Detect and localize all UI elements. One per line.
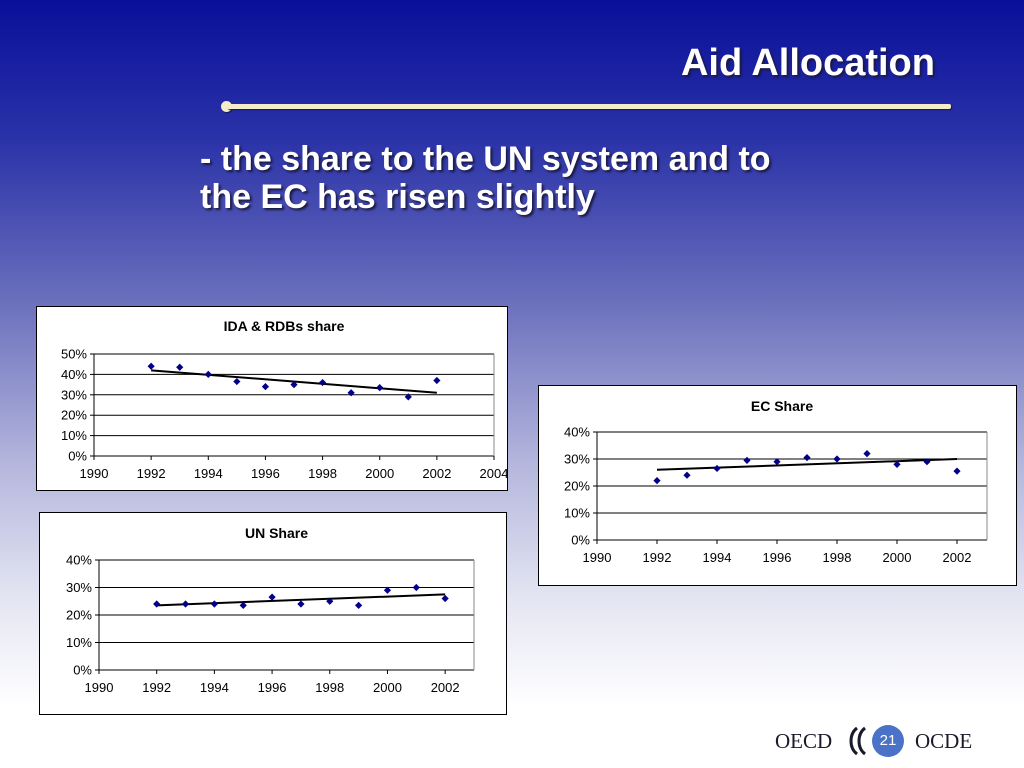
x-tick-label: 1998: [308, 466, 337, 481]
data-point: [355, 601, 363, 609]
data-point: [210, 600, 218, 608]
data-point: [863, 450, 871, 458]
y-tick-label: 0%: [571, 533, 590, 548]
x-tick-label: 1992: [643, 550, 672, 565]
logo-right-text: OCDE: [915, 729, 973, 753]
y-tick-label: 50%: [61, 347, 87, 362]
data-point: [347, 389, 355, 397]
x-tick-label: 2004: [480, 466, 507, 481]
data-point: [153, 600, 161, 608]
data-point: [953, 467, 961, 475]
x-tick-label: 2000: [365, 466, 394, 481]
ec-share-plot: EC Share 0% 10% 20% 30% 40% 1990 1992 1994 1996 19…: [564, 398, 988, 565]
y-tick-label: 40%: [564, 425, 590, 440]
y-tick-label: 40%: [61, 367, 87, 382]
y-tick-label: 30%: [66, 580, 92, 595]
data-point: [803, 454, 811, 462]
x-tick-label: 1992: [137, 466, 166, 481]
data-point: [433, 376, 441, 385]
chart-title: UN Share: [245, 525, 308, 541]
y-tick-label: 0%: [68, 449, 87, 464]
data-point: [297, 600, 305, 608]
logo-left-text: OECD: [775, 729, 833, 753]
title-rule: [227, 104, 951, 109]
data-point: [441, 594, 449, 603]
y-tick-label: 10%: [66, 635, 92, 650]
data-point: [653, 477, 661, 485]
chart-title: IDA & RDBs share: [224, 318, 345, 334]
data-point: [833, 455, 841, 463]
x-tick-label: 1996: [258, 680, 287, 695]
y-tick-label: 20%: [564, 479, 590, 494]
x-tick-label: 1996: [763, 550, 792, 565]
un-share-chart: UN Share 0% 10% 20% 30% 40% 1990 1992 1994 1996 19…: [39, 512, 507, 715]
data-point: [233, 377, 241, 386]
subtitle-line-1: - the share to the UN system and to: [200, 140, 771, 178]
data-point: [176, 363, 184, 371]
x-tick-label: 1990: [85, 680, 114, 695]
x-tick-label: 1992: [142, 680, 171, 695]
data-point: [743, 456, 751, 464]
data-point: [261, 383, 270, 391]
x-tick-label: 1994: [200, 680, 229, 695]
slide-title: Aid Allocation: [680, 42, 935, 84]
trendline: [156, 593, 446, 607]
x-tick-label: 2002: [431, 680, 460, 695]
x-tick-label: 2002: [943, 550, 972, 565]
data-point: [326, 597, 334, 605]
page-number-badge: 21: [872, 725, 904, 757]
data-point: [773, 458, 781, 466]
subtitle-line-2: the EC has risen slightly: [200, 178, 595, 216]
y-tick-label: 30%: [564, 452, 590, 467]
x-tick-label: 1990: [583, 550, 612, 565]
x-tick-label: 1994: [194, 466, 223, 481]
ida-rdbs-share-plot: IDA & RDBs share 0% 10% 20% 30% 40% 50% 1990 199…: [61, 318, 507, 481]
x-tick-label: 2000: [373, 680, 402, 695]
x-tick-label: 1994: [703, 550, 732, 565]
y-tick-label: 10%: [564, 506, 590, 521]
x-tick-label: 1998: [315, 680, 344, 695]
trendline: [656, 458, 958, 471]
x-tick-label: 1996: [251, 466, 280, 481]
y-tick-label: 30%: [61, 387, 87, 402]
data-point: [181, 600, 190, 608]
data-point: [239, 601, 247, 609]
data-point: [204, 370, 212, 378]
slide-subtitle: - the share to the UN system and to the …: [200, 140, 900, 216]
data-point: [713, 464, 721, 473]
y-tick-label: 40%: [66, 553, 92, 568]
data-point: [923, 458, 931, 466]
data-point: [376, 384, 384, 392]
x-tick-label: 2002: [422, 466, 451, 481]
ec-share-chart: EC Share 0% 10% 20% 30% 40% 1990 1992 1994 1996 19…: [538, 385, 1017, 586]
x-tick-label: 2000: [883, 550, 912, 565]
x-tick-label: 1990: [80, 466, 109, 481]
ida-rdbs-share-chart: IDA & RDBs share 0% 10% 20% 30% 40% 50% 1990 199…: [36, 306, 508, 491]
oecd-emblem-icon: [849, 726, 867, 756]
y-tick-label: 10%: [61, 428, 87, 443]
x-tick-label: 1998: [823, 550, 852, 565]
chart-title: EC Share: [751, 398, 813, 414]
data-point: [383, 586, 392, 594]
data-point: [683, 471, 691, 479]
y-tick-label: 20%: [66, 608, 92, 623]
data-point: [268, 593, 276, 601]
oecd-logo: OECD 21 OCDE: [775, 725, 985, 757]
un-share-plot: UN Share 0% 10% 20% 30% 40% 1990 1992 1994 1996 19…: [66, 525, 475, 695]
y-tick-label: 20%: [61, 408, 87, 423]
data-point: [147, 362, 155, 370]
y-tick-label: 0%: [73, 663, 92, 678]
title-rule-dot: [221, 101, 232, 112]
data-point: [412, 583, 420, 592]
data-point: [318, 378, 327, 387]
